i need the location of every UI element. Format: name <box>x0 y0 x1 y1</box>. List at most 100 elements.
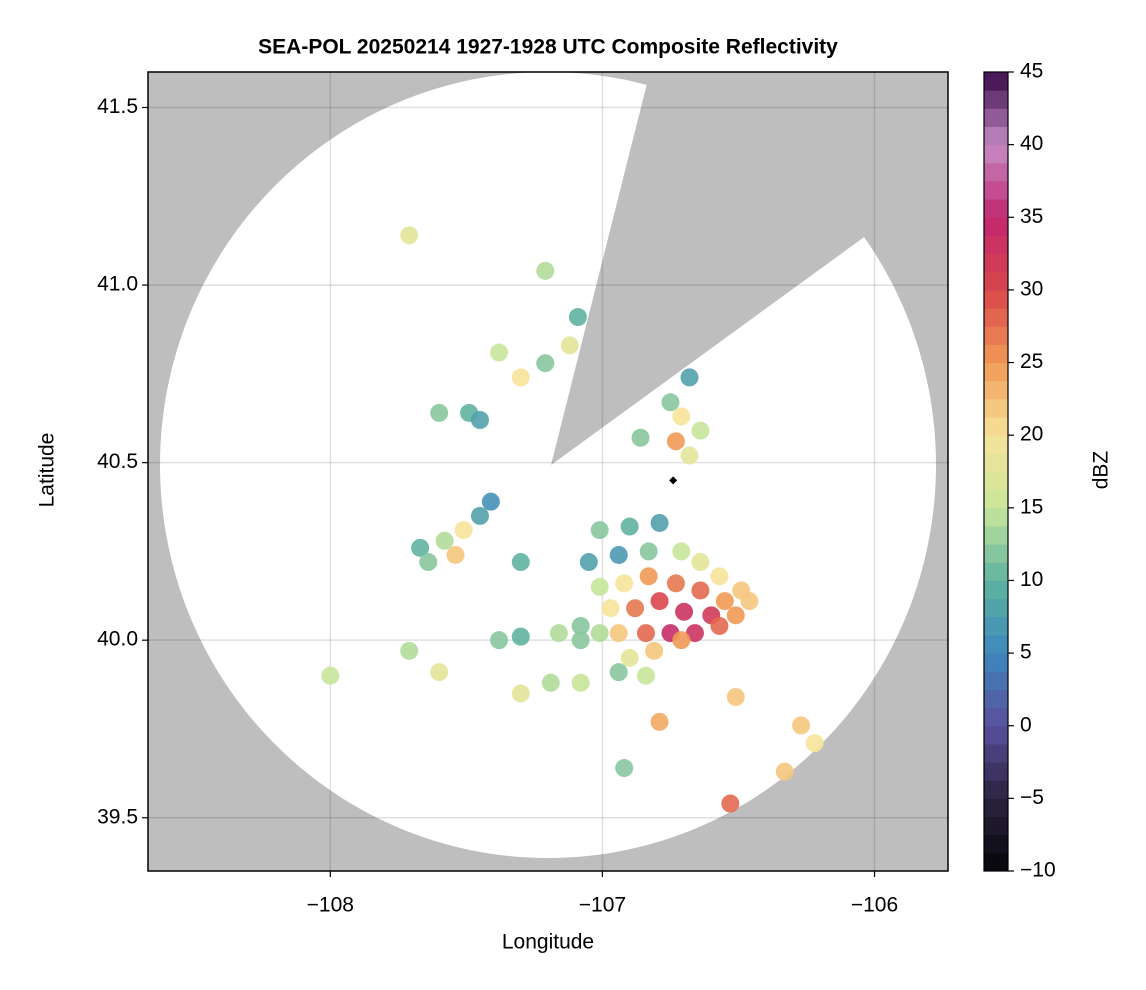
echo <box>430 403 449 422</box>
echo <box>639 567 658 586</box>
echo <box>691 581 710 600</box>
colorbar-step <box>984 707 1008 727</box>
echo <box>568 308 587 327</box>
echo <box>590 624 609 643</box>
colorbar-step <box>984 671 1008 690</box>
echo <box>650 513 669 532</box>
colorbar-step <box>984 489 1008 509</box>
echo <box>511 553 530 572</box>
echo <box>470 506 489 525</box>
echo <box>579 553 598 572</box>
colorbar-step <box>984 144 1008 164</box>
colorbar-step <box>984 562 1008 581</box>
colorbar-tick-label: 0 <box>1020 713 1032 736</box>
echo <box>636 666 655 685</box>
x-tick-label: −106 <box>851 894 898 917</box>
colorbar-step <box>984 217 1008 236</box>
colorbar-step <box>984 398 1008 418</box>
colorbar-tick-label: −5 <box>1020 786 1044 809</box>
colorbar-step <box>984 598 1008 618</box>
echo <box>680 446 699 465</box>
grid <box>148 72 948 871</box>
echo <box>680 368 699 387</box>
colorbar-step <box>984 725 1008 745</box>
colorbar-step <box>984 180 1008 200</box>
colorbar-step <box>984 90 1008 109</box>
x-tick-label: −107 <box>579 894 626 917</box>
colorbar-step <box>984 616 1008 636</box>
colorbar-step <box>984 308 1008 327</box>
chart-title: SEA-POL 20250214 1927-1928 UTC Composite… <box>258 36 838 59</box>
x-tick-label: −108 <box>307 894 354 917</box>
colorbar-tick-label: 35 <box>1020 205 1043 228</box>
colorbar-tick-label: 20 <box>1020 423 1043 446</box>
colorbar-tick-label: 10 <box>1020 568 1043 591</box>
colorbar-step <box>984 834 1008 854</box>
echo <box>601 599 620 618</box>
colorbar-step <box>984 289 1008 309</box>
colorbar-step <box>984 126 1008 146</box>
echo <box>400 641 419 660</box>
echo <box>435 531 454 550</box>
y-tick-label: 40.0 <box>97 628 138 651</box>
echo <box>672 542 691 561</box>
plot-area <box>148 72 948 871</box>
colorbar-tick-label: 40 <box>1020 132 1043 155</box>
x-axis-label: Longitude <box>502 931 594 954</box>
y-tick-label: 41.0 <box>97 273 138 296</box>
echo <box>666 432 685 451</box>
echo <box>620 517 639 536</box>
echo <box>620 648 639 667</box>
colorbar: −10 −5 0 5 10 15 20 25 30 35 40 45 <box>983 60 1056 882</box>
echo <box>685 624 704 643</box>
echo <box>430 663 449 682</box>
echo <box>511 684 530 703</box>
colorbar-step <box>984 453 1008 472</box>
colorbar-step <box>984 108 1008 127</box>
plot-frame <box>147 71 949 872</box>
y-tick-label: 40.5 <box>97 450 138 473</box>
colorbar-tick-label: 25 <box>1020 350 1043 373</box>
echo <box>419 553 438 572</box>
colorbar-step <box>984 634 1008 654</box>
y-tick-label: 39.5 <box>97 805 138 828</box>
colorbar-step <box>984 743 1008 763</box>
echo <box>609 663 628 682</box>
echo <box>400 226 419 245</box>
echo <box>650 712 669 731</box>
colorbar-step <box>984 162 1008 182</box>
echo <box>650 592 669 611</box>
echo <box>672 631 691 650</box>
colorbar-step <box>984 326 1008 345</box>
echo <box>511 627 530 646</box>
echo <box>631 428 650 447</box>
echo <box>511 368 530 387</box>
colorbar-step <box>984 780 1008 799</box>
echoes <box>321 226 824 813</box>
colorbar-step <box>984 689 1008 709</box>
echo <box>645 641 664 660</box>
colorbar-step <box>984 471 1008 491</box>
colorbar-tick-label: 5 <box>1020 641 1032 664</box>
echo <box>571 673 590 692</box>
echo <box>571 616 590 635</box>
echo <box>536 354 555 373</box>
echo <box>715 592 734 611</box>
colorbar-step <box>984 199 1008 218</box>
echo <box>609 624 628 643</box>
colorbar-step <box>984 798 1008 818</box>
echo <box>481 492 500 511</box>
echo <box>615 759 634 778</box>
echo <box>691 553 710 572</box>
echo <box>536 261 555 280</box>
colorbar-step <box>984 435 1008 454</box>
colorbar-step <box>984 344 1008 364</box>
colorbar-step <box>984 253 1008 273</box>
colorbar-tick-label: 45 <box>1020 60 1043 83</box>
blocked-sector <box>551 72 948 465</box>
echo <box>666 574 685 593</box>
echo <box>740 592 759 611</box>
y-tick-label: 41.5 <box>97 95 138 118</box>
colorbar-tick-label: 30 <box>1020 277 1043 300</box>
echo <box>672 407 691 426</box>
